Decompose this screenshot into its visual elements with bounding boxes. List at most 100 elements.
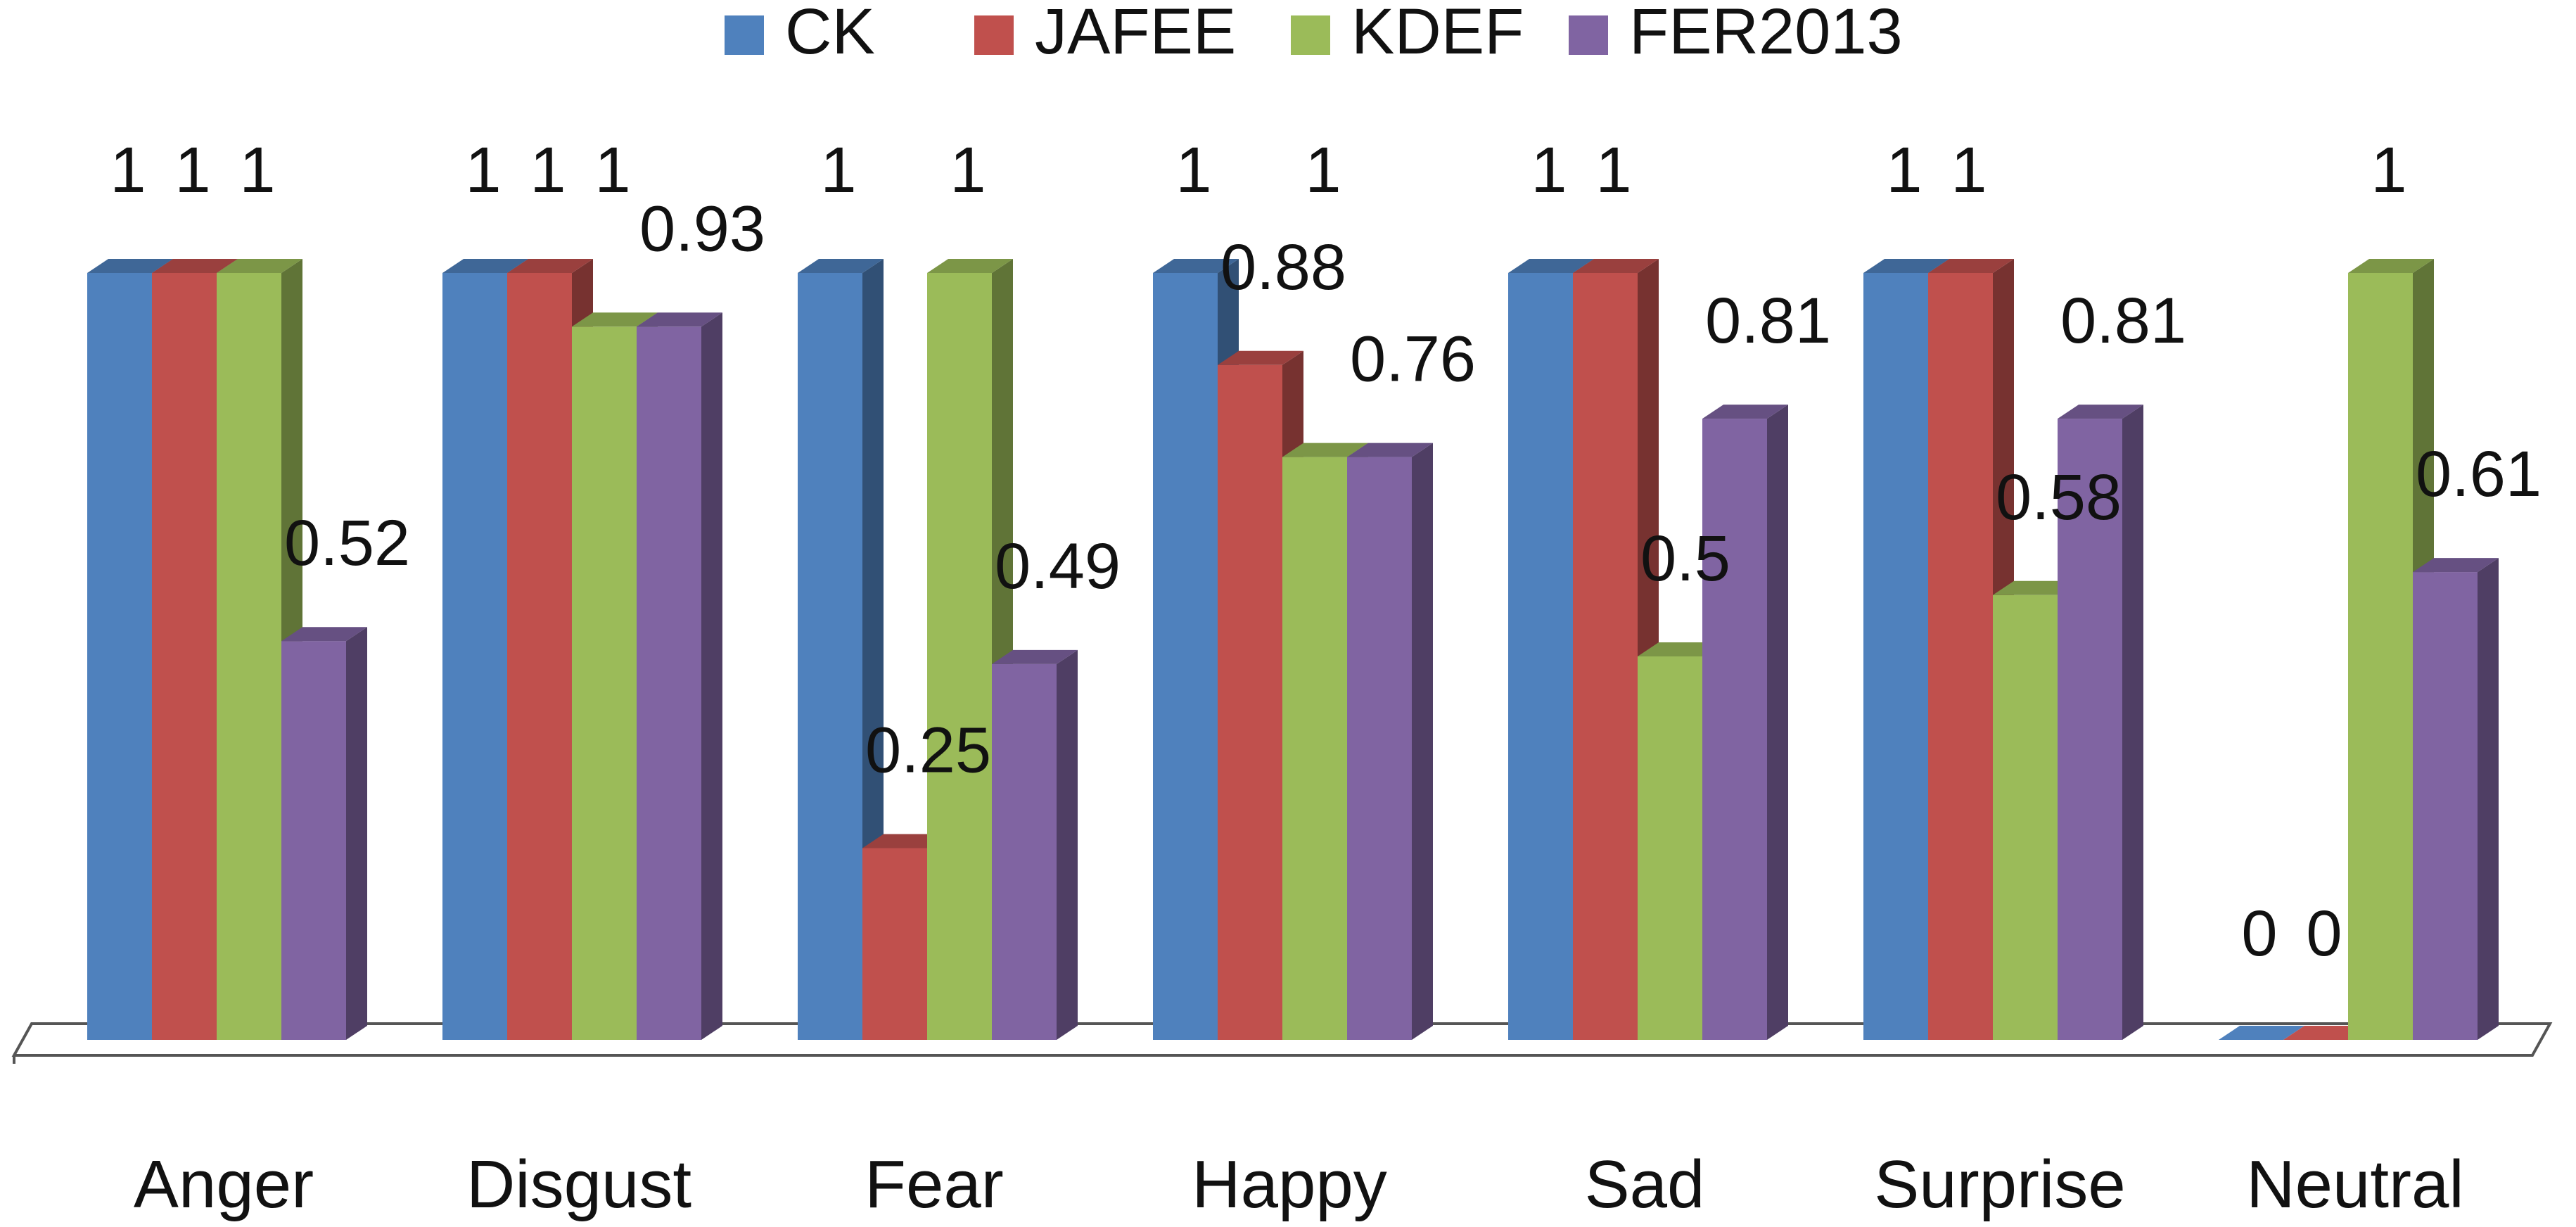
bar-fear-ck-top — [798, 259, 884, 273]
bar-anger-jafee-front — [152, 273, 217, 1040]
data-label-disgust-fer2013: 0.93 — [639, 193, 765, 265]
bar-anger-fer2013-top — [281, 627, 367, 642]
bar-disgust-kdef-top — [572, 312, 658, 327]
category-label-disgust: Disgust — [466, 1147, 691, 1222]
bar-sad-kdef-front — [1638, 656, 1702, 1040]
category-label-neutral: Neutral — [2246, 1147, 2463, 1222]
category-labels: Anger Disgust Fear Happy Sad Surprise Neutral — [134, 1147, 2464, 1222]
data-label-fear-kdef: 1 — [950, 134, 986, 206]
bar-surprise-fer2013-side — [2122, 405, 2143, 1040]
category-label-sad: Sad — [1585, 1147, 1705, 1222]
bar-surprise-jafee-front — [1928, 273, 1993, 1040]
legend-label-kdef: KDEF — [1351, 0, 1524, 68]
bar-happy-jafee-top — [1218, 350, 1303, 365]
data-label-sad-ck: 1 — [1531, 134, 1567, 206]
bar-anger-ck-top — [87, 259, 173, 273]
bar-disgust-kdef-front — [572, 326, 637, 1040]
bar-neutral-jafee — [2283, 1026, 2369, 1040]
bar-fear-jafee-top — [862, 834, 948, 848]
data-label-sad-jafee: 1 — [1595, 134, 1631, 206]
data-label-neutral-jafee: 0 — [2306, 898, 2342, 969]
bar-neutral-fer2013-side — [2478, 558, 2499, 1040]
data-label-happy-fer2013: 0.76 — [1350, 324, 1476, 395]
category-label-surprise: Surprise — [1874, 1147, 2125, 1222]
bar-disgust-jafee-top — [507, 259, 593, 273]
data-label-neutral-fer2013: 0.61 — [2416, 438, 2542, 510]
legend-swatch-ck — [725, 15, 764, 55]
legend-label-jafee: JAFEE — [1035, 0, 1236, 68]
bar-fear-fer2013-top — [992, 649, 1078, 664]
bar-surprise-jafee-top — [1928, 259, 2014, 273]
data-label-disgust-ck: 1 — [465, 134, 501, 206]
bar-disgust-fer2013 — [637, 312, 722, 1040]
bar-disgust-fer2013-front — [637, 326, 701, 1040]
bar-neutral-fer2013-top — [2413, 558, 2499, 573]
bar-happy-fer2013-front — [1347, 457, 1412, 1040]
bar-surprise-fer2013 — [2058, 405, 2143, 1040]
data-label-anger-ck: 1 — [110, 134, 146, 206]
bar-fear-jafee-front — [862, 848, 927, 1040]
bar-happy-ck-front — [1153, 273, 1218, 1040]
data-label-happy-jafee: 0.88 — [1220, 231, 1346, 303]
bar-happy-kdef-top — [1282, 443, 1368, 457]
bar-sad-kdef-top — [1638, 642, 1723, 656]
data-label-surprise-jafee: 1 — [1951, 134, 1987, 206]
data-label-happy-kdef: 1 — [1305, 134, 1341, 206]
bar-anger-fer2013 — [281, 627, 367, 1040]
category-label-fear: Fear — [865, 1147, 1003, 1222]
bar-happy-fer2013-side — [1412, 443, 1433, 1040]
bar-sad-jafee-front — [1573, 273, 1638, 1040]
data-label-anger-kdef: 1 — [239, 134, 275, 206]
bar-anger-kdef-top — [217, 259, 302, 273]
data-label-sad-fer2013: 0.81 — [1705, 285, 1831, 357]
bar-fear-fer2013 — [992, 649, 1078, 1040]
bars — [87, 259, 2499, 1040]
data-label-fear-jafee: 0.25 — [865, 715, 991, 787]
legend-swatch-jafee — [974, 15, 1014, 55]
data-label-fear-fer2013: 0.49 — [995, 530, 1121, 602]
data-label-neutral-ck: 0 — [2241, 898, 2277, 969]
bar-anger-kdef-front — [217, 273, 281, 1040]
data-label-surprise-kdef: 0.58 — [1996, 462, 2122, 533]
bar-anger-fer2013-side — [346, 627, 367, 1040]
bar-sad-ck-front — [1508, 273, 1573, 1040]
bar-neutral-kdef-front — [2348, 273, 2413, 1040]
bar-sad-ck-top — [1508, 259, 1594, 273]
bar-happy-fer2013 — [1347, 443, 1433, 1040]
bar-happy-ck-top — [1153, 259, 1239, 273]
bar-neutral-jafee-flat — [2283, 1026, 2369, 1040]
data-label-surprise-ck: 1 — [1886, 134, 1922, 206]
category-label-anger: Anger — [134, 1147, 314, 1222]
legend-swatch-kdef — [1291, 15, 1330, 55]
data-label-fear-ck: 1 — [820, 134, 856, 206]
bar-anger-ck-front — [87, 273, 152, 1040]
bar-happy-kdef-front — [1282, 457, 1347, 1040]
bar-surprise-fer2013-front — [2058, 419, 2122, 1040]
bar-disgust-jafee-front — [507, 273, 572, 1040]
data-label-sad-kdef: 0.5 — [1640, 523, 1730, 595]
bar-neutral-ck — [2219, 1026, 2304, 1040]
legend-label-ck: CK — [785, 0, 875, 68]
bar-sad-fer2013 — [1702, 405, 1788, 1040]
bar-happy-fer2013-top — [1347, 443, 1433, 457]
bar-surprise-kdef-top — [1993, 580, 2079, 595]
data-label-neutral-kdef: 1 — [2371, 134, 2406, 206]
legend: CK JAFEE KDEF FER2013 — [725, 0, 1903, 68]
legend-label-fer2013: FER2013 — [1629, 0, 1903, 68]
bar-anger-jafee-top — [152, 259, 238, 273]
data-label-anger-jafee: 1 — [174, 134, 210, 206]
category-label-happy: Happy — [1192, 1147, 1387, 1222]
bar-disgust-ck-front — [442, 273, 507, 1040]
data-label-disgust-jafee: 1 — [530, 134, 566, 206]
bar-sad-jafee-top — [1573, 259, 1659, 273]
bar-disgust-fer2013-side — [701, 312, 722, 1040]
bar-sad-fer2013-side — [1767, 405, 1788, 1040]
data-label-surprise-fer2013: 0.81 — [2060, 285, 2186, 357]
bar-neutral-kdef-top — [2348, 259, 2434, 273]
bar-surprise-ck-front — [1863, 273, 1928, 1040]
data-label-anger-fer2013: 0.52 — [284, 507, 410, 579]
bar-surprise-fer2013-top — [2058, 405, 2143, 419]
data-label-disgust-kdef: 1 — [594, 134, 630, 206]
